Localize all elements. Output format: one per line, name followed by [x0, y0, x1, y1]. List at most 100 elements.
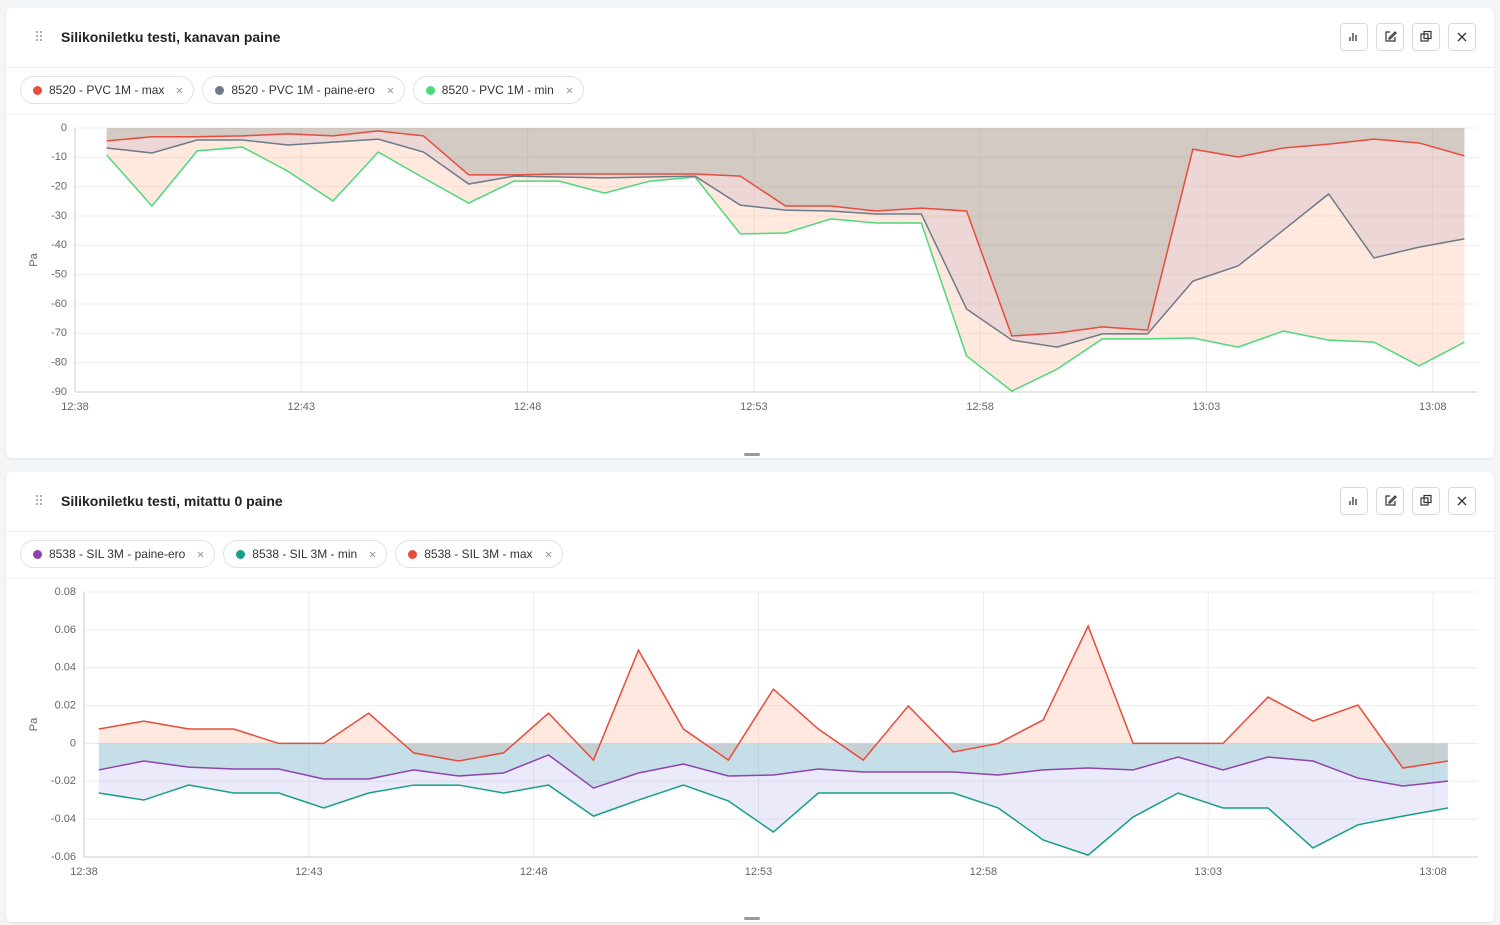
x-tick-label: 12:43 — [295, 866, 323, 878]
panel-button[interactable] — [1412, 23, 1440, 51]
line — [106, 138, 1465, 348]
panel: Silikoniletku testi, mitattu 0 paine 8538… — [6, 472, 1494, 922]
panel-title: Silikoniletku testi, kanavan paine — [61, 29, 281, 45]
grip-dot — [40, 39, 42, 41]
legend-label: 8538 - SIL 3M - max — [424, 547, 533, 561]
line — [98, 624, 1448, 769]
remove-icon — [369, 551, 376, 557]
x-tick-label: 12:38 — [70, 866, 98, 878]
line — [98, 784, 1449, 856]
icon — [1420, 30, 1432, 42]
panel-header: Silikoniletku testi, kanavan paine — [6, 8, 1494, 68]
y-axis-label: Pa — [28, 717, 40, 731]
icon — [1349, 33, 1357, 41]
y-tick-label: -90 — [51, 386, 67, 398]
legend-chip[interactable]: 8520 - PVC 1M - min — [412, 76, 584, 104]
grip-dot — [36, 35, 38, 37]
legend-chip[interactable]: 8538 - SIL 3M - min — [223, 540, 388, 568]
panel-title: Silikoniletku testi, mitattu 0 paine — [61, 493, 283, 509]
remove-icon — [387, 87, 394, 93]
area — [106, 128, 1465, 392]
legend-chip[interactable]: 8538 - SIL 3M - paine-ero — [20, 540, 216, 568]
x-tick-label: 13:08 — [1419, 401, 1447, 413]
grip-dot — [36, 503, 38, 505]
y-tick-label: -10 — [51, 151, 67, 163]
area — [98, 743, 1448, 856]
chip-remove[interactable] — [387, 87, 394, 94]
area — [98, 743, 1448, 789]
icon — [1457, 496, 1467, 506]
y-tick-label: 0 — [70, 737, 76, 749]
legend-dot — [33, 549, 42, 559]
x-tick-label: 12:58 — [966, 401, 994, 413]
legend-label: 8538 - SIL 3M - min — [252, 547, 358, 561]
x-tick-label: 12:38 — [61, 401, 89, 413]
x-tick-label: 13:03 — [1193, 401, 1221, 413]
panel: Silikoniletku testi, kanavan paine 8520 -… — [6, 8, 1494, 458]
y-axis-label: Pa — [28, 252, 40, 266]
legend-chip[interactable]: 8520 - PVC 1M - paine-ero — [202, 76, 405, 104]
grip-dot — [36, 39, 38, 41]
grip-dot — [40, 503, 42, 505]
drag-handle[interactable] — [36, 494, 44, 506]
panel-button[interactable] — [1376, 23, 1404, 51]
panel-button[interactable] — [1448, 487, 1476, 515]
y-tick-label: -70 — [51, 327, 67, 339]
legend-dot — [408, 549, 418, 559]
legend-dot — [425, 85, 435, 95]
legend-dot — [236, 549, 246, 559]
area — [106, 128, 1465, 336]
resize-handle — [744, 917, 760, 920]
y-tick-label: 0.08 — [55, 586, 76, 598]
grip-dot — [40, 499, 42, 501]
drag-handle[interactable] — [36, 30, 44, 42]
chip-remove[interactable] — [566, 87, 573, 94]
panel-button[interactable] — [1376, 487, 1404, 515]
legend-label: 8520 - PVC 1M - paine-ero — [231, 83, 375, 97]
chart: 0.08 0.06 0.04 0.02 0 -0.02 -0.04 -0.06 12:38 12:… — [28, 586, 1478, 878]
x-tick-label: 12:48 — [520, 866, 548, 878]
legend-chip[interactable]: 8538 - SIL 3M - max — [395, 540, 563, 568]
panel-button[interactable] — [1340, 487, 1368, 515]
y-tick-label: -40 — [51, 239, 67, 251]
panel-header: Silikoniletku testi, mitattu 0 paine — [6, 472, 1494, 532]
chip-remove[interactable] — [197, 551, 204, 558]
icon — [1420, 494, 1432, 506]
y-tick-label: 0 — [61, 122, 67, 134]
y-tick-label: -0.06 — [51, 851, 76, 863]
grip-dot — [40, 495, 42, 497]
x-tick-label: 13:08 — [1419, 866, 1447, 878]
chip-remove[interactable] — [176, 87, 183, 94]
icon — [1349, 497, 1357, 505]
icon — [1457, 32, 1467, 42]
icon — [1385, 31, 1397, 42]
legend: 8520 - PVC 1M - max 8520 - PVC 1M - paine… — [6, 68, 1494, 115]
legend-label: 8538 - SIL 3M - paine-ero — [49, 547, 186, 561]
area — [106, 128, 1465, 348]
y-tick-label: -0.02 — [51, 775, 76, 787]
panel-button[interactable] — [1412, 487, 1440, 515]
x-tick-label: 12:48 — [514, 401, 542, 413]
legend-chip[interactable]: 8520 - PVC 1M - max — [20, 76, 195, 104]
chip-remove[interactable] — [369, 551, 376, 558]
remove-icon — [177, 87, 183, 93]
grip-dot — [40, 31, 42, 33]
x-tick-label: 12:43 — [288, 401, 316, 413]
chart: 0 -10 -20 -30 -40 -50 -60 -70 -80 -90 12:38 12:43 12… — [28, 122, 1478, 413]
chip-remove[interactable] — [545, 551, 552, 558]
resize-handle — [744, 453, 760, 456]
y-tick-label: 0.04 — [55, 662, 76, 674]
grip-dot — [36, 495, 38, 497]
grip-dot — [36, 31, 38, 33]
icon — [1385, 495, 1397, 506]
panel-button[interactable] — [1340, 23, 1368, 51]
panel-button[interactable] — [1448, 23, 1476, 51]
legend-label: 8520 - PVC 1M - max — [49, 83, 165, 97]
area — [98, 626, 1448, 769]
x-tick-label: 13:03 — [1194, 866, 1222, 878]
remove-icon — [545, 551, 551, 557]
legend-dot — [215, 85, 225, 95]
x-tick-label: 12:53 — [745, 866, 773, 878]
y-tick-label: -60 — [51, 298, 67, 310]
